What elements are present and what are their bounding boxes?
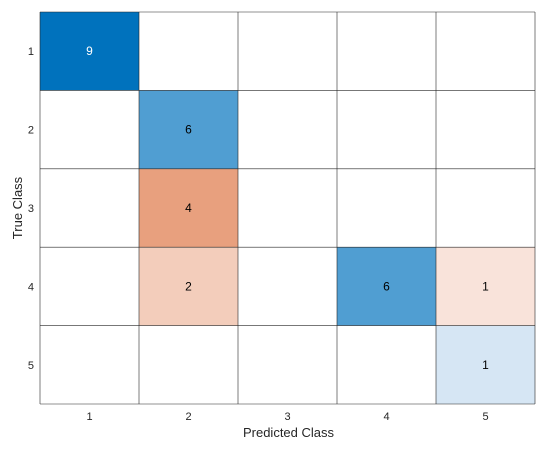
matrix-cell-r5-c1 (40, 325, 139, 404)
matrix-cell-r3-c2 (139, 168, 238, 248)
matrix-cell-r2-c2 (139, 90, 238, 169)
matrix-cell-r4-c2 (139, 247, 238, 326)
x-tick-label-4: 4 (383, 411, 389, 423)
y-tick-label-1: 1 (28, 46, 34, 58)
y-tick-labels: 1 2 3 4 5 (28, 46, 34, 372)
y-axis-label: True Class (10, 176, 25, 239)
x-tick-labels: 1 2 3 4 5 (86, 411, 488, 423)
matrix-cell-r4-c4 (337, 247, 436, 326)
matrix-cells: 9 6 4 2 6 1 1 (40, 12, 535, 404)
matrix-cell-r4-c5 (436, 247, 535, 326)
matrix-cell-r3-c5 (436, 168, 535, 248)
matrix-cell-r3-c1 (40, 168, 139, 248)
matrix-cell-r5-c4 (337, 325, 436, 404)
x-tick-label-1: 1 (86, 411, 92, 423)
cell-value-r1-c1: 9 (86, 44, 93, 58)
matrix-cell-r1-c1 (40, 12, 139, 91)
cell-value-r2-c2: 6 (185, 123, 192, 137)
matrix-cell-r4-c3 (238, 247, 337, 326)
y-tick-label-3: 3 (28, 203, 34, 215)
matrix-cell-r1-c3 (238, 12, 337, 91)
matrix-cell-r4-c1 (40, 247, 139, 326)
cell-value-r4-c2: 2 (185, 279, 192, 293)
matrix-cell-r2-c1 (40, 90, 139, 169)
cell-value-r4-c5: 1 (482, 279, 489, 293)
y-tick-label-5: 5 (28, 360, 34, 372)
matrix-cell-r2-c4 (337, 90, 436, 169)
matrix-cell-r5-c5 (436, 325, 535, 404)
y-tick-label-4: 4 (28, 281, 34, 293)
x-tick-label-3: 3 (284, 411, 290, 423)
matrix-cell-r2-c3 (238, 90, 337, 169)
matrix-cell-r3-c4 (337, 168, 436, 248)
cell-value-r3-c2: 4 (185, 201, 192, 215)
matrix-cell-r5-c3 (238, 325, 337, 404)
y-tick-label-2: 2 (28, 125, 34, 137)
matrix-grid (39, 11, 536, 405)
cell-value-r4-c4: 6 (383, 279, 390, 293)
matrix-cell-r2-c5 (436, 90, 535, 169)
x-tick-label-5: 5 (482, 411, 488, 423)
matrix-cell-r5-c2 (139, 325, 238, 404)
x-axis-label: Predicted Class (243, 425, 335, 440)
matrix-cell-r1-c4 (337, 12, 436, 91)
x-tick-label-2: 2 (185, 411, 191, 423)
cell-value-r5-c5: 1 (482, 358, 489, 372)
matrix-cell-r3-c3 (238, 168, 337, 248)
matrix-cell-r1-c2 (139, 12, 238, 91)
matrix-cell-r1-c5 (436, 12, 535, 91)
